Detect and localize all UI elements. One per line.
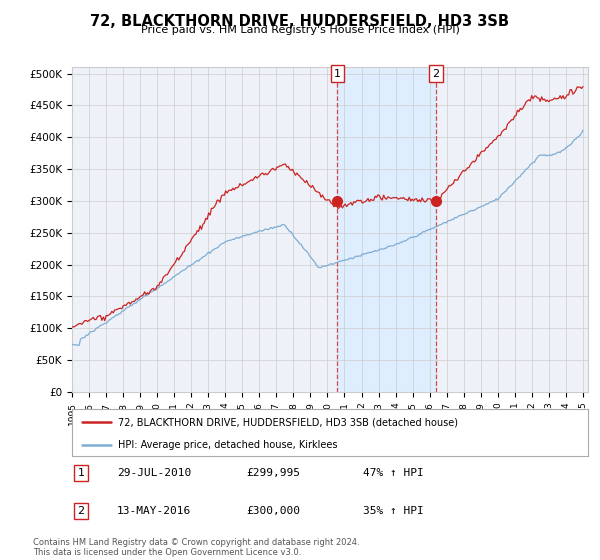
Text: £299,995: £299,995 [246, 468, 300, 478]
Text: 2: 2 [77, 506, 85, 516]
Text: 72, BLACKTHORN DRIVE, HUDDERSFIELD, HD3 3SB: 72, BLACKTHORN DRIVE, HUDDERSFIELD, HD3 … [91, 14, 509, 29]
Text: 35% ↑ HPI: 35% ↑ HPI [363, 506, 424, 516]
Text: 1: 1 [77, 468, 85, 478]
Text: HPI: Average price, detached house, Kirklees: HPI: Average price, detached house, Kirk… [118, 440, 338, 450]
Text: 1: 1 [334, 68, 341, 78]
Text: 72, BLACKTHORN DRIVE, HUDDERSFIELD, HD3 3SB (detached house): 72, BLACKTHORN DRIVE, HUDDERSFIELD, HD3 … [118, 417, 458, 427]
Bar [337, 67, 436, 392]
Text: Price paid vs. HM Land Registry's House Price Index (HPI): Price paid vs. HM Land Registry's House … [140, 25, 460, 35]
Text: 2: 2 [433, 68, 439, 78]
Text: 29-JUL-2010: 29-JUL-2010 [117, 468, 191, 478]
Text: £300,000: £300,000 [246, 506, 300, 516]
Text: Contains HM Land Registry data © Crown copyright and database right 2024.
This d: Contains HM Land Registry data © Crown c… [33, 538, 359, 557]
Text: 13-MAY-2016: 13-MAY-2016 [117, 506, 191, 516]
Text: 47% ↑ HPI: 47% ↑ HPI [363, 468, 424, 478]
